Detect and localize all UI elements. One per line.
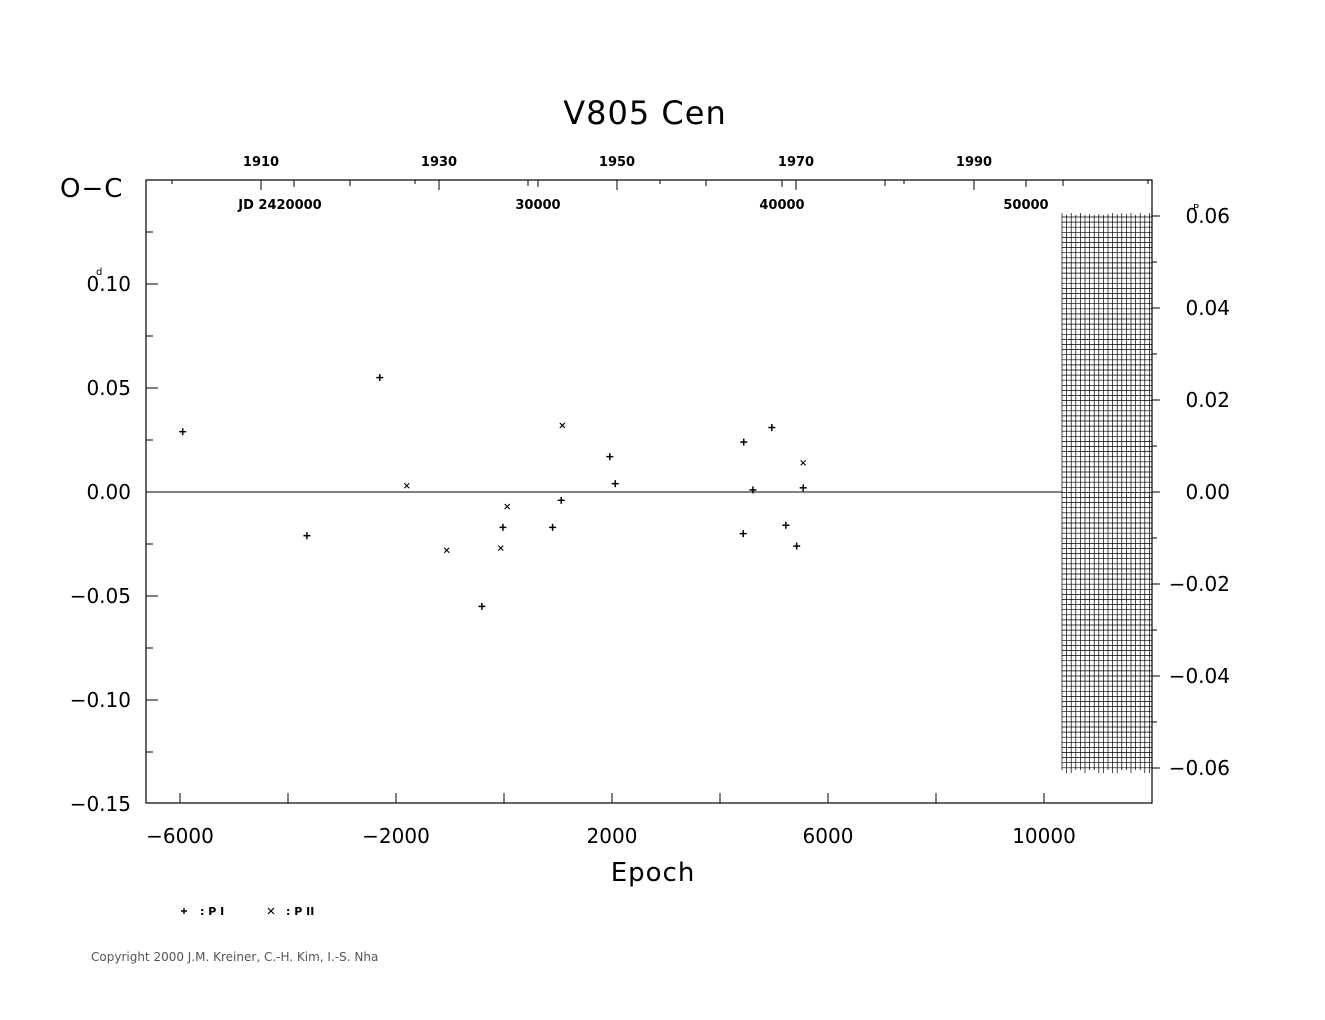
tick-labels: −6000 −2000 2000 6000 10000 1910 1930 1950 1970 1… (70, 155, 1230, 848)
data-points (179, 374, 807, 610)
right-y-tick-label: −0.04 (1169, 664, 1230, 688)
data-point-p1 (793, 542, 801, 550)
data-point-p1 (376, 374, 384, 382)
x-tick-label: −6000 (146, 824, 214, 848)
jd-label: 50000 (1003, 198, 1048, 213)
legend: : P I : P II (181, 905, 314, 918)
data-point-p2 (497, 545, 504, 552)
year-label: 1970 (778, 155, 814, 170)
right-unit-mark: P (1193, 203, 1199, 214)
data-point-p2 (559, 422, 566, 429)
data-point-p1 (303, 532, 311, 540)
x-tick-label: −2000 (362, 824, 430, 848)
left-unit-mark: d (96, 267, 102, 278)
data-point-p1 (557, 496, 565, 504)
jd-label: JD 2420000 (237, 198, 321, 213)
year-label: 1950 (599, 155, 635, 170)
data-point-p2 (443, 547, 450, 554)
year-label: 1990 (956, 155, 992, 170)
data-point-p1 (740, 438, 748, 446)
year-label: 1910 (243, 155, 279, 170)
data-point-p1 (179, 428, 187, 436)
copyright-text: Copyright 2000 J.M. Kreiner, C.-H. Kim, … (91, 950, 378, 964)
y-tick-label: −0.10 (70, 688, 131, 712)
chart-title: V805 Cen (563, 94, 726, 132)
data-point-p1 (478, 602, 486, 610)
data-point-p2 (800, 459, 807, 466)
data-point-p1 (768, 424, 776, 432)
y-axis-label: O−C (60, 174, 123, 204)
year-label: 1930 (421, 155, 457, 170)
right-y-tick-label: 0.06 (1185, 204, 1230, 228)
legend-label-p1: : P I (200, 905, 224, 918)
right-y-tick-label: −0.02 (1169, 572, 1230, 596)
x-tick-label: 6000 (803, 824, 854, 848)
data-point-p1 (749, 486, 757, 494)
jd-label: 40000 (759, 198, 804, 213)
legend-label-p2: : P II (286, 905, 314, 918)
x-axis-label: Epoch (611, 858, 696, 888)
data-point-p2 (403, 482, 410, 489)
y-tick-label: −0.15 (70, 792, 131, 816)
x-tick-label: 10000 (1012, 824, 1076, 848)
data-point-p1 (549, 523, 557, 531)
right-y-tick-label: 0.00 (1185, 480, 1230, 504)
jd-label: 30000 (515, 198, 560, 213)
legend-marker-cross (267, 907, 275, 915)
y-tick-label: 0.05 (86, 376, 131, 400)
data-point-p1 (611, 480, 619, 488)
data-point-p1 (799, 484, 807, 492)
data-point-p1 (782, 521, 790, 529)
data-point-p2 (504, 503, 511, 510)
data-point-p1 (739, 530, 747, 538)
y-tick-label: 0.00 (86, 480, 131, 504)
legend-marker-plus (181, 908, 187, 914)
right-y-tick-label: −0.06 (1169, 756, 1230, 780)
y-tick-label: 0.10 (86, 272, 131, 296)
x-tick-label: 2000 (587, 824, 638, 848)
y-tick-label: −0.05 (70, 584, 131, 608)
data-point-p1 (606, 453, 614, 461)
right-y-tick-label: 0.02 (1185, 388, 1230, 412)
hatched-future-region (1061, 213, 1152, 773)
data-point-p1 (499, 523, 507, 531)
right-y-tick-label: 0.04 (1185, 296, 1230, 320)
axis-ticks (146, 180, 1160, 803)
